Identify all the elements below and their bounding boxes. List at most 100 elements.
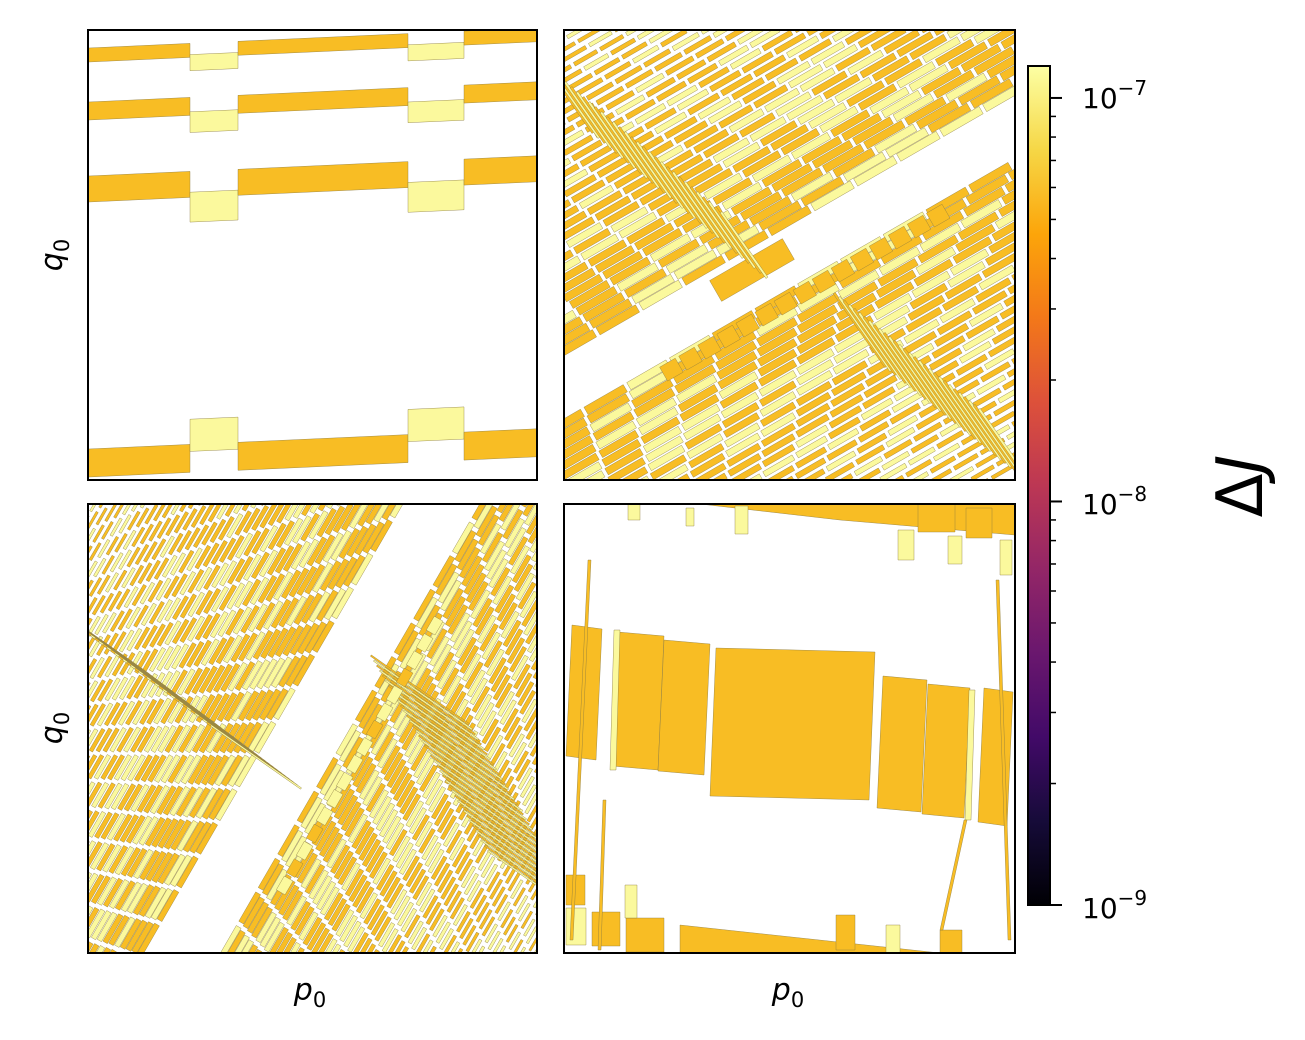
- tr-streak: [687, 62, 719, 84]
- bl-streak: [218, 584, 237, 612]
- bl-streak: [227, 662, 248, 692]
- bl-streak: [475, 505, 498, 538]
- bl-streak: [500, 908, 514, 929]
- bl-streak: [278, 884, 300, 916]
- bl-streak: [157, 725, 177, 753]
- bl-streak: [422, 939, 434, 953]
- bl-streak: [134, 543, 150, 566]
- bl-streak: [339, 730, 362, 763]
- bl-streak: [126, 882, 148, 914]
- bl-streak: [193, 524, 210, 548]
- bl-streak: [160, 754, 181, 784]
- bl-streak: [509, 646, 527, 673]
- bl-streak: [88, 941, 94, 953]
- tr-streak: [859, 409, 892, 432]
- bl-streak: [209, 518, 227, 544]
- bl-streak: [251, 504, 269, 531]
- bl-streak: [312, 875, 333, 905]
- bl-streak: [216, 504, 229, 520]
- tr-streak: [638, 279, 683, 311]
- br-top-piece: [947, 535, 963, 565]
- bl-streak: [504, 628, 524, 656]
- bl-streak: [134, 754, 153, 782]
- tr-streak: [831, 360, 869, 386]
- tr-streak: [654, 52, 683, 72]
- bl-streak: [144, 816, 166, 847]
- tr-streak: [819, 105, 859, 133]
- bl-streak: [206, 480, 221, 502]
- bl-hatch: [382, 674, 482, 746]
- bl-streak: [252, 689, 274, 721]
- bl-streak: [187, 615, 205, 642]
- bl-streak: [198, 665, 218, 694]
- bl-streak: [358, 832, 378, 861]
- tr-streak: [640, 416, 681, 444]
- tr-streak: [786, 95, 824, 121]
- bl-streak: [538, 844, 551, 863]
- tr-streak: [874, 281, 915, 309]
- tr-streak: [703, 172, 743, 200]
- bl-streak: [344, 807, 365, 838]
- bl-streak: [72, 549, 84, 567]
- bl-streak: [219, 537, 237, 563]
- bl-streak: [529, 742, 537, 757]
- bl-streak: [267, 522, 287, 551]
- bl-hatch: [445, 779, 537, 846]
- bl-streak: [431, 643, 453, 674]
- bl-streak: [103, 632, 119, 655]
- bl-streak: [127, 754, 146, 782]
- bl-streak: [296, 947, 305, 953]
- bl-hatch: [400, 704, 500, 776]
- tr-streak: [584, 470, 606, 480]
- tr-streak: [933, 69, 975, 99]
- tr-streak: [728, 108, 765, 134]
- tr-streak: [616, 262, 659, 292]
- bl-streak: [259, 549, 278, 578]
- bl-streak: [193, 639, 212, 667]
- bl-streak: [247, 901, 269, 934]
- tr-streak: [575, 286, 618, 316]
- bl-streak: [184, 527, 201, 551]
- bl-streak: [208, 788, 231, 821]
- bl-streak: [132, 884, 155, 916]
- bl-streak: [241, 939, 254, 953]
- ylabel-bottom-left: q0: [35, 712, 74, 744]
- bl-streak: [138, 885, 161, 917]
- bl-streak: [157, 818, 179, 849]
- tr-streak: [973, 30, 1002, 44]
- bl-streak: [111, 676, 129, 701]
- tr-streak: [802, 468, 826, 480]
- bl-streak: [452, 620, 473, 651]
- bl-center-block: [296, 841, 314, 861]
- tr-streak: [677, 384, 719, 413]
- bl-streak: [526, 802, 537, 823]
- bl-streak: [513, 663, 531, 690]
- tr-streak: [960, 30, 984, 42]
- bl-streak: [401, 946, 409, 953]
- bl-streak: [543, 787, 557, 807]
- tr-streak: [962, 328, 996, 352]
- bl-streak: [306, 536, 328, 567]
- tr-streak: [566, 461, 603, 480]
- tr-streak: [598, 429, 640, 458]
- tr-streak: [749, 30, 781, 49]
- bl-streak: [144, 504, 159, 525]
- bl-streak: [137, 562, 153, 585]
- bl-streak: [469, 887, 485, 909]
- bl-streak: [285, 835, 307, 868]
- bl-streak: [88, 907, 100, 930]
- tr-streak: [985, 242, 1015, 266]
- bl-streak: [393, 622, 417, 656]
- bl-streak: [457, 858, 474, 882]
- tl-band-segment: [463, 155, 537, 186]
- panel-top-left-frame: [87, 29, 538, 481]
- tr-streak: [980, 361, 1011, 383]
- bl-streak: [484, 540, 505, 572]
- tr-streak: [635, 72, 665, 94]
- bl-streak: [233, 504, 243, 515]
- bl-hatch: [385, 679, 485, 751]
- bl-streak: [178, 642, 197, 669]
- tl-band-segment: [189, 189, 239, 223]
- bl-streak: [456, 538, 479, 571]
- bl-streak: [131, 504, 139, 512]
